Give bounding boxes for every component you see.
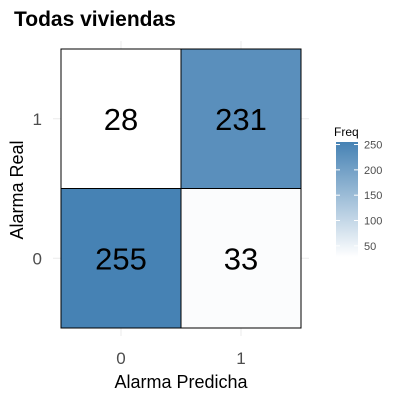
- legend-tick-label: 200: [364, 165, 382, 177]
- legend-title: Freq: [334, 125, 359, 139]
- cell-value-label: 33: [224, 241, 258, 276]
- chart-title: Todas viviendas: [14, 8, 176, 31]
- x-tick-label: 1: [236, 349, 245, 368]
- heatmap-cell: [180, 188, 302, 329]
- cell-labels: 28 231 255 33: [95, 102, 267, 277]
- legend-colorbar: [336, 142, 358, 257]
- legend-tick-label: 100: [364, 216, 382, 228]
- heatmap-cell: [60, 188, 182, 329]
- legend-tick-label: 150: [364, 190, 382, 202]
- y-axis-tick-labels: 01: [33, 110, 42, 269]
- legend-tick-label: 250: [364, 140, 382, 152]
- x-axis-label: Alarma Predicha: [114, 372, 248, 392]
- legend: Freq 250 200 150 100 50: [334, 125, 382, 257]
- cell-value-label: 255: [95, 241, 147, 276]
- legend-ticks: 250 200 150 100 50: [336, 140, 382, 253]
- y-axis-label: Alarma Real: [7, 140, 27, 239]
- cell-value-label: 231: [215, 102, 267, 137]
- y-tick-label: 0: [33, 249, 42, 268]
- heatmap-cell: [180, 48, 302, 189]
- x-tick-label: 0: [116, 349, 125, 368]
- y-tick-label: 1: [33, 110, 42, 129]
- cell-value-label: 28: [104, 102, 138, 137]
- legend-tick-label: 50: [364, 241, 376, 253]
- heatmap-cells: [60, 48, 302, 329]
